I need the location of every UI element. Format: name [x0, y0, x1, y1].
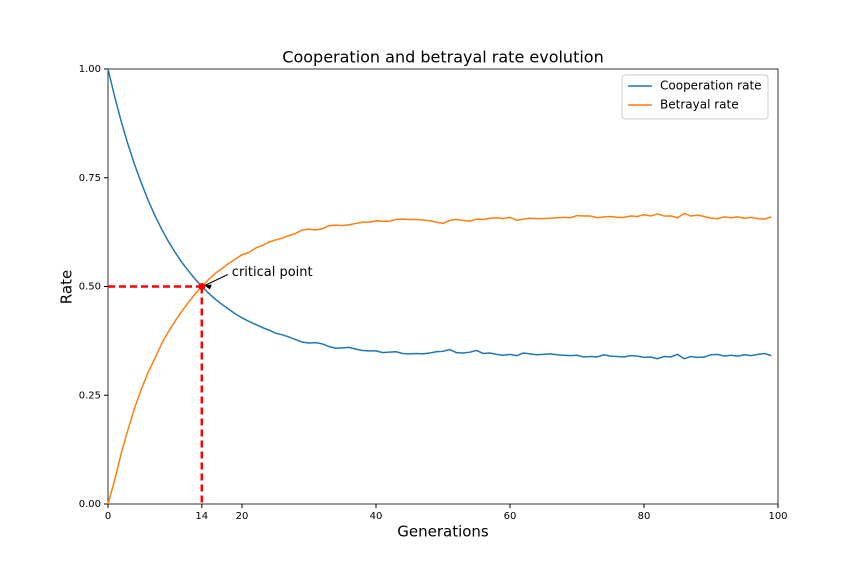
x-tick-label: 0: [105, 511, 111, 522]
y-tick-label: 0.75: [79, 173, 101, 184]
annotation-arrowhead: [204, 284, 212, 290]
x-tick-label: 80: [638, 511, 651, 522]
chart-title: Cooperation and betrayal rate evolution: [282, 48, 603, 67]
series-line: [107, 212, 772, 505]
annotation-text: critical point: [232, 265, 313, 280]
critical-point: [198, 283, 206, 290]
x-axis-label: Generations: [397, 523, 489, 541]
y-tick-label: 1.00: [79, 64, 101, 75]
y-axis-label: Rate: [58, 270, 76, 304]
legend-label: Cooperation rate: [660, 79, 762, 93]
y-tick-label: 0.25: [79, 390, 101, 401]
legend-label: Betrayal rate: [660, 98, 739, 112]
x-tick-label: 60: [504, 511, 517, 522]
legend-box: [621, 74, 769, 120]
series-line: [107, 68, 772, 360]
legend: Cooperation rate Betrayal rate: [621, 74, 769, 120]
x-tick-label: 14: [195, 511, 208, 522]
y-tick-label: 0.00: [79, 499, 101, 510]
y-tick-label: 0.50: [79, 282, 101, 293]
x-tick-label: 100: [768, 511, 787, 522]
x-tick-label: 40: [370, 511, 383, 522]
x-tick-label: 20: [236, 511, 249, 522]
annotation-arrow: [204, 274, 229, 286]
